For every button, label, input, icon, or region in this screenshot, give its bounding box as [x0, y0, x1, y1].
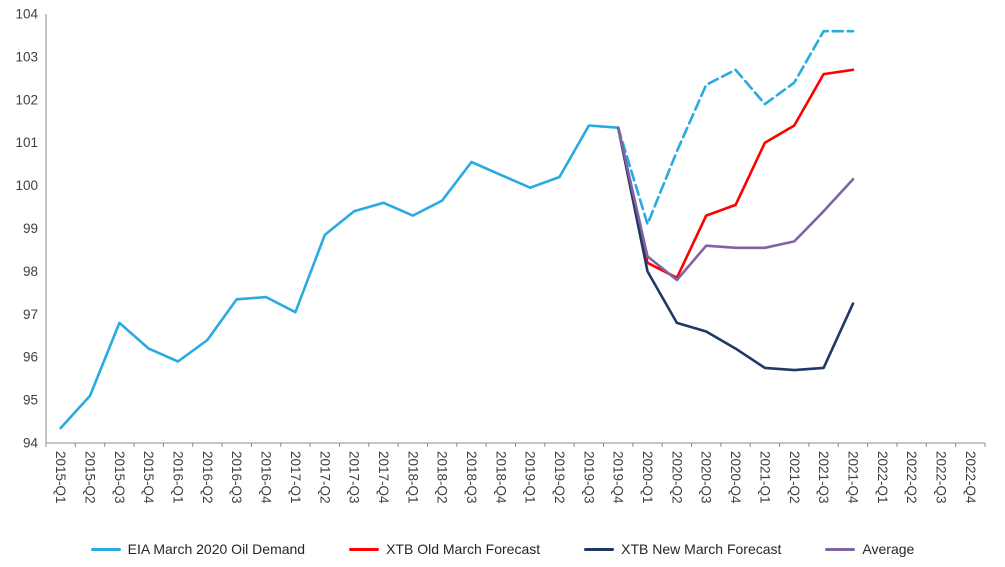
series-line-average — [616, 126, 855, 282]
x-tick-label: 2016-Q2 — [200, 451, 215, 504]
y-tick-label: 97 — [23, 307, 38, 322]
x-tick-label: 2015-Q3 — [112, 451, 127, 504]
y-tick-label: 104 — [15, 7, 38, 22]
x-tick-label: 2020-Q1 — [640, 451, 655, 504]
x-tick-label: 2021-Q2 — [787, 451, 802, 504]
x-tick-label: 2022-Q3 — [934, 451, 949, 504]
x-tick-label: 2020-Q3 — [699, 451, 714, 504]
legend-item-eia-march-2020-oil-demand: EIA March 2020 Oil Demand — [90, 541, 306, 557]
legend-label: XTB New March Forecast — [621, 541, 782, 557]
x-tick-label: 2017-Q4 — [376, 451, 391, 504]
legend-label: Average — [862, 541, 915, 557]
y-tick-label: 100 — [15, 178, 38, 193]
x-tick-label: 2022-Q2 — [904, 451, 919, 504]
y-tick-label: 98 — [23, 264, 38, 279]
legend-label: XTB Old March Forecast — [386, 541, 541, 557]
series-line-eia-march-2020-oil-demand-dashed-forecast-segment — [616, 29, 855, 226]
x-tick-label: 2017-Q3 — [347, 451, 362, 504]
x-tick-label: 2016-Q3 — [229, 451, 244, 504]
x-tick-label: 2018-Q2 — [435, 451, 450, 504]
x-tick-label: 2021-Q1 — [757, 451, 772, 504]
y-tick-label: 95 — [23, 393, 38, 408]
x-tick-label: 2019-Q4 — [611, 451, 626, 504]
x-tick-label: 2015-Q2 — [83, 451, 98, 504]
legend-item-xtb-old-march-forecast: XTB Old March Forecast — [349, 541, 540, 557]
x-tick-label: 2016-Q4 — [259, 451, 274, 504]
legend-item-average: Average — [825, 541, 914, 557]
legend-line-swatch — [825, 547, 856, 551]
legend-line-swatch — [349, 547, 380, 551]
x-tick-label: 2018-Q4 — [493, 451, 508, 504]
x-tick-label: 2020-Q2 — [669, 451, 684, 504]
series-line-xtb-new-march-forecast — [616, 126, 855, 372]
x-tick-label: 2019-Q1 — [523, 451, 538, 504]
x-tick-label: 2019-Q3 — [581, 451, 596, 504]
x-tick-label: 2015-Q1 — [53, 451, 68, 504]
y-tick-label: 94 — [23, 436, 39, 451]
series-line-xtb-old-march-forecast — [616, 68, 855, 280]
y-tick-label: 101 — [15, 135, 38, 150]
x-tick-label: 2015-Q4 — [141, 451, 156, 504]
x-tick-label: 2021-Q3 — [816, 451, 831, 504]
series-line-eia-march-2020-oil-demand — [59, 124, 620, 430]
chart-canvas: 94 95 96 97 98 99 100 101 102 103 104 2015-Q1 2015-Q… — [15, 7, 986, 504]
x-tick-label: 2018-Q3 — [464, 451, 479, 504]
chart-legend: EIA March 2020 Oil Demand XTB Old March F… — [0, 531, 1005, 567]
x-tick-label: 2022-Q4 — [963, 451, 978, 504]
x-tick-label: 2021-Q4 — [846, 451, 861, 504]
legend-line-swatch — [90, 547, 121, 551]
legend-line-swatch — [584, 547, 615, 551]
legend-label: EIA March 2020 Oil Demand — [127, 541, 306, 557]
x-tick-label: 2020-Q4 — [728, 451, 743, 504]
x-tick-label: 2016-Q1 — [171, 451, 186, 504]
x-tick-label: 2017-Q2 — [317, 451, 332, 504]
x-tick-label: 2022-Q1 — [875, 451, 890, 504]
y-tick-label: 96 — [23, 350, 38, 365]
x-tick-label: 2017-Q1 — [288, 451, 303, 504]
y-tick-label: 103 — [15, 49, 38, 64]
y-tick-label: 99 — [23, 221, 38, 236]
x-tick-label: 2019-Q2 — [552, 451, 567, 504]
y-tick-label: 102 — [15, 92, 38, 107]
x-tick-label: 2018-Q1 — [405, 451, 420, 504]
legend-item-xtb-new-march-forecast: XTB New March Forecast — [584, 541, 781, 557]
